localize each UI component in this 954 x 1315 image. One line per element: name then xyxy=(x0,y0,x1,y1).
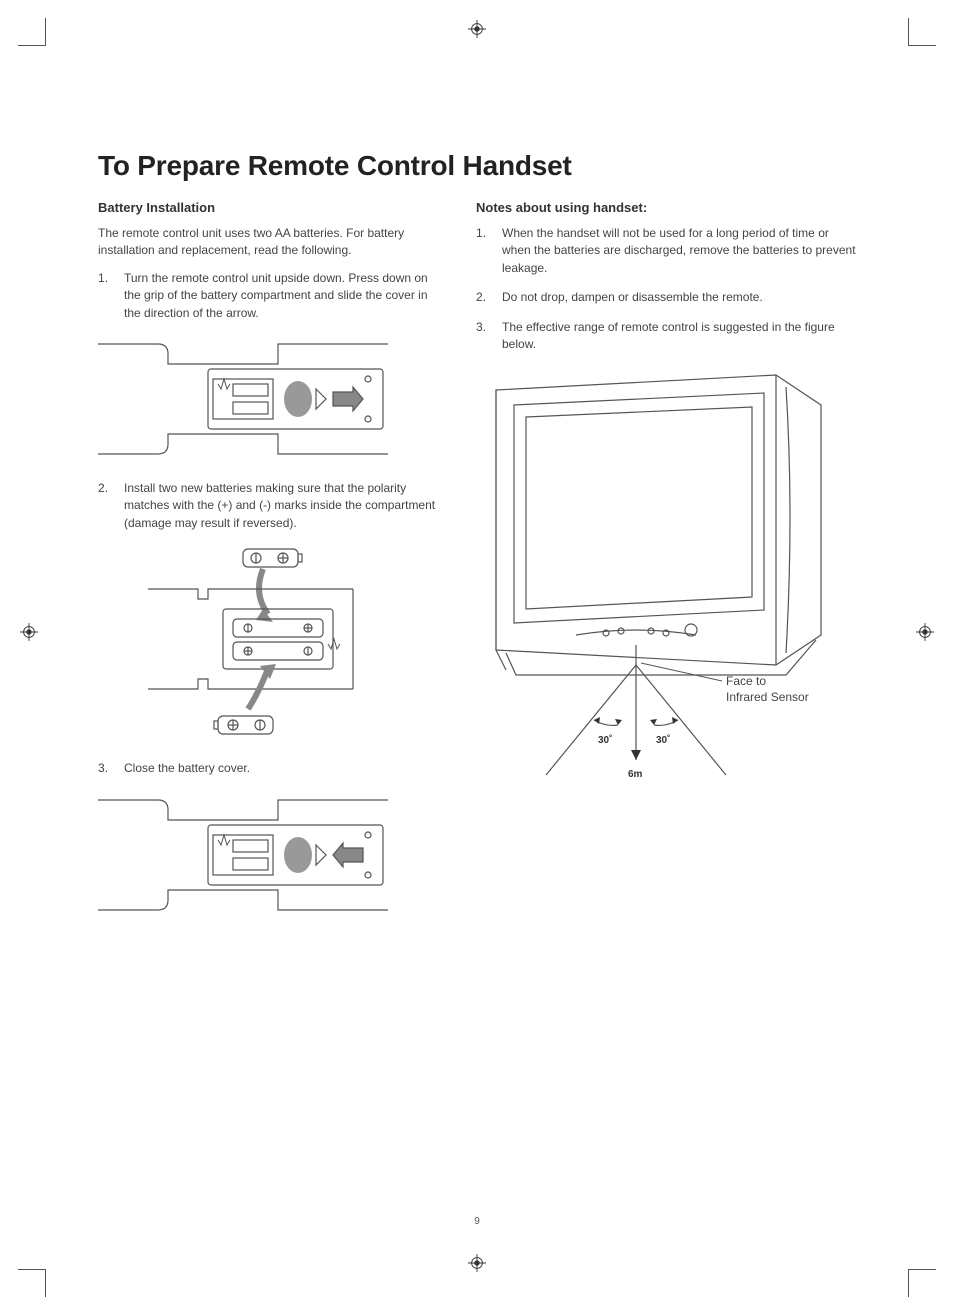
registration-mark-icon xyxy=(468,1254,486,1272)
registration-mark-icon xyxy=(916,623,934,641)
note-3: The effective range of remote control is… xyxy=(476,319,856,354)
distance-label: 6m xyxy=(628,769,643,780)
figure-tv-range: Face to Infrared Sensor 30˚ 30˚ 6m xyxy=(476,365,856,785)
step-2: Install two new batteries making sure th… xyxy=(98,480,440,532)
notes-heading: Notes about using handset: xyxy=(476,200,856,215)
angle-left: 30˚ xyxy=(598,734,612,746)
note-2: Do not drop, dampen or disassemble the r… xyxy=(476,289,856,306)
figure-insert-batteries xyxy=(148,544,440,744)
tv-label-2: Infrared Sensor xyxy=(726,690,809,704)
angle-right: 30˚ xyxy=(656,734,670,746)
page-content: To Prepare Remote Control Handset Batter… xyxy=(98,150,856,936)
registration-mark-icon xyxy=(20,623,38,641)
battery-heading: Battery Installation xyxy=(98,200,440,215)
note-1: When the handset will not be used for a … xyxy=(476,225,856,277)
step-1: Turn the remote control unit upside down… xyxy=(98,270,440,322)
tv-label-1: Face to xyxy=(726,674,766,688)
battery-intro: The remote control unit uses two AA batt… xyxy=(98,225,440,260)
figure-slide-open xyxy=(98,334,440,464)
figure-slide-close xyxy=(98,790,440,920)
page-number: 9 xyxy=(0,1216,954,1227)
registration-mark-icon xyxy=(468,20,486,38)
right-column: Notes about using handset: When the hand… xyxy=(476,200,856,936)
page-title: To Prepare Remote Control Handset xyxy=(98,150,856,182)
left-column: Battery Installation The remote control … xyxy=(98,200,440,936)
step-3: Close the battery cover. xyxy=(98,760,440,777)
